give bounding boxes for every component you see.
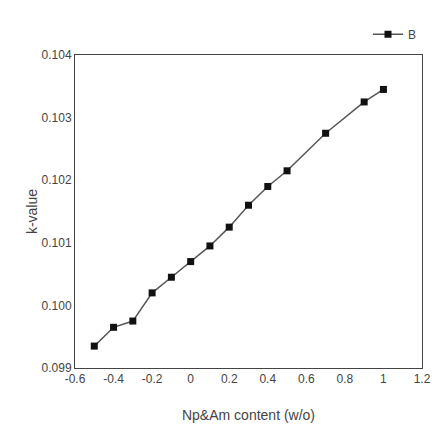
svg-text:-0.2: -0.2 [142,372,163,386]
svg-text:B: B [408,28,416,42]
svg-text:0.6: 0.6 [298,372,315,386]
svg-text:0.4: 0.4 [259,372,276,386]
svg-text:0: 0 [187,372,194,386]
svg-text:Np&Am content (w/o): Np&Am content (w/o) [182,407,315,423]
svg-text:1.2: 1.2 [414,372,431,386]
svg-text:0.099: 0.099 [42,361,72,375]
svg-text:0.8: 0.8 [337,372,354,386]
svg-text:0.100: 0.100 [42,299,72,313]
svg-text:0.104: 0.104 [42,48,72,62]
svg-text:0.101: 0.101 [42,236,72,250]
svg-text:-0.4: -0.4 [103,372,124,386]
svg-text:0.2: 0.2 [221,372,238,386]
svg-text:1: 1 [380,372,387,386]
svg-text:k-value: k-value [24,189,40,234]
svg-text:0.102: 0.102 [42,173,72,187]
svg-text:-0.6: -0.6 [65,372,86,386]
svg-text:0.103: 0.103 [42,111,72,125]
